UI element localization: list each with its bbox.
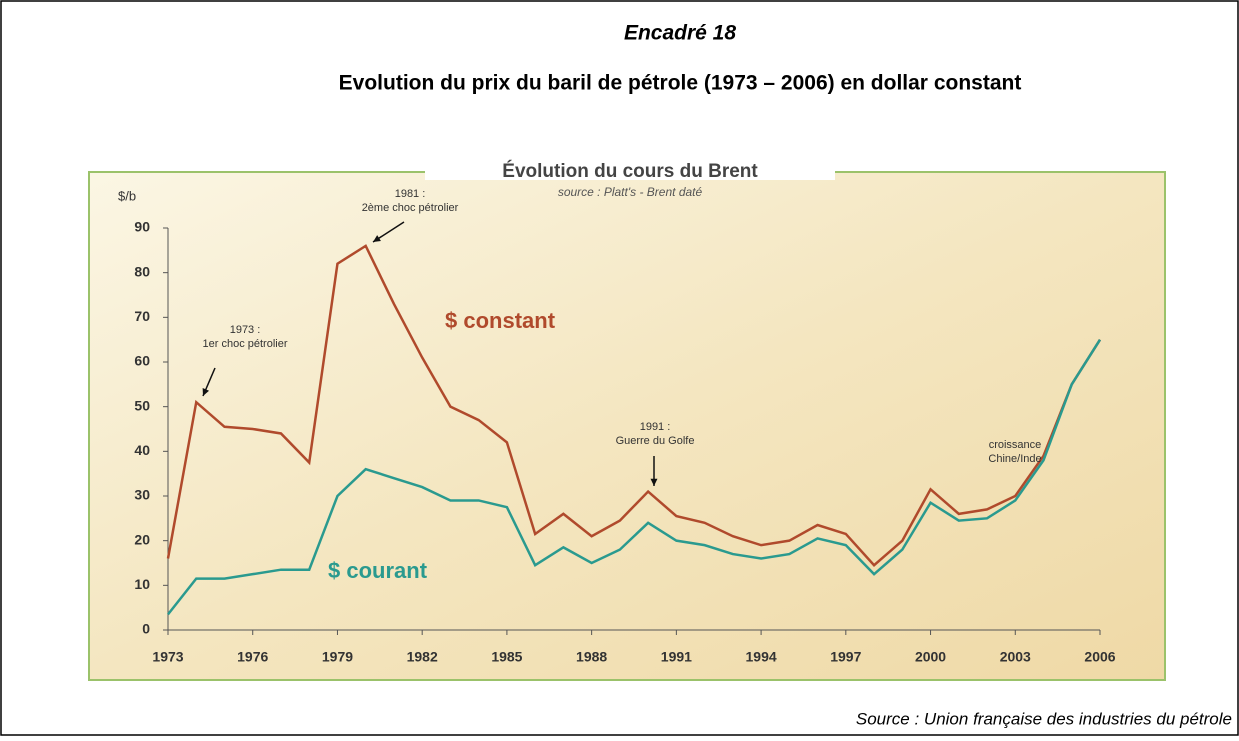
annotation: 2ème choc pétrolier bbox=[362, 202, 459, 214]
y-tick-label: 30 bbox=[134, 487, 150, 503]
x-tick-label: 1976 bbox=[237, 649, 268, 665]
x-tick-label: 1997 bbox=[830, 649, 861, 665]
annotation: croissance bbox=[989, 439, 1042, 451]
x-tick-label: 2003 bbox=[1000, 649, 1031, 665]
annotation: 1991 : bbox=[640, 421, 671, 433]
annotation: Chine/Inde bbox=[988, 453, 1041, 465]
box-label: Encadré 18 bbox=[624, 22, 736, 45]
heading: Evolution du prix du baril de pétrole (1… bbox=[339, 72, 1022, 95]
x-tick-label: 1988 bbox=[576, 649, 607, 665]
chart-subtitle: source : Platt's - Brent daté bbox=[558, 185, 703, 199]
y-tick-label: 20 bbox=[134, 531, 150, 547]
x-tick-label: 1973 bbox=[152, 649, 183, 665]
y-tick-label: 60 bbox=[134, 353, 150, 369]
y-axis-label: $/b bbox=[118, 188, 136, 203]
x-tick-label: 1994 bbox=[746, 649, 777, 665]
y-tick-label: 50 bbox=[134, 397, 150, 413]
x-tick-label: 1985 bbox=[491, 649, 522, 665]
x-tick-label: 1982 bbox=[407, 649, 438, 665]
chart-title: Évolution du cours du Brent bbox=[502, 160, 758, 182]
page: Encadré 18 Evolution du prix du baril de… bbox=[0, 0, 1239, 736]
source-note: Source : Union française des industries … bbox=[856, 709, 1232, 728]
annotation: 1973 : bbox=[230, 324, 261, 336]
annotation: 1981 : bbox=[395, 188, 426, 200]
y-tick-label: 90 bbox=[134, 219, 150, 235]
annotation: Guerre du Golfe bbox=[616, 435, 695, 447]
x-tick-label: 1979 bbox=[322, 649, 353, 665]
x-tick-label: 1991 bbox=[661, 649, 692, 665]
annotation: 1er choc pétrolier bbox=[203, 338, 288, 350]
y-tick-label: 70 bbox=[134, 308, 150, 324]
series-label: $ courant bbox=[328, 558, 428, 583]
y-tick-label: 10 bbox=[134, 576, 150, 592]
y-tick-label: 80 bbox=[134, 263, 150, 279]
chart-frame bbox=[89, 172, 1165, 680]
x-tick-label: 2006 bbox=[1084, 649, 1115, 665]
y-tick-label: 40 bbox=[134, 442, 150, 458]
series-label: $ constant bbox=[445, 308, 556, 333]
x-tick-label: 2000 bbox=[915, 649, 946, 665]
y-tick-label: 0 bbox=[142, 621, 150, 637]
